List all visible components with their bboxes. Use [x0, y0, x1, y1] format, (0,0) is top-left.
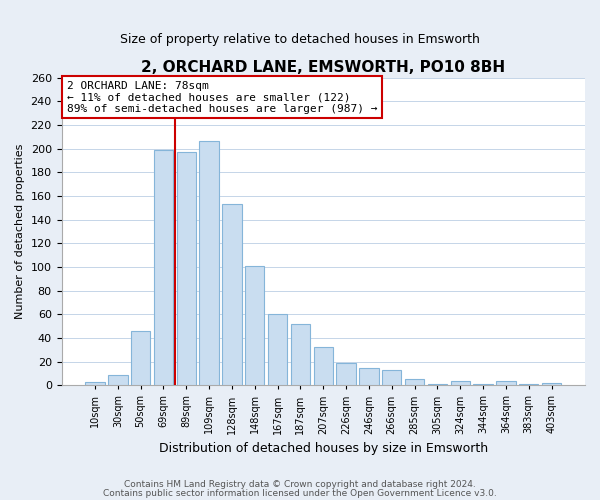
Bar: [268, 314, 287, 386]
Bar: [337, 363, 356, 386]
Bar: [428, 384, 447, 386]
Bar: [108, 374, 128, 386]
Bar: [359, 368, 379, 386]
Bar: [291, 324, 310, 386]
X-axis label: Distribution of detached houses by size in Emsworth: Distribution of detached houses by size …: [159, 442, 488, 455]
Bar: [199, 142, 219, 386]
Bar: [451, 380, 470, 386]
Bar: [496, 380, 515, 386]
Bar: [176, 152, 196, 386]
Bar: [405, 380, 424, 386]
Bar: [382, 370, 401, 386]
Bar: [154, 150, 173, 386]
Bar: [314, 348, 333, 386]
Bar: [131, 331, 151, 386]
Bar: [245, 266, 265, 386]
Bar: [542, 383, 561, 386]
Bar: [222, 204, 242, 386]
Bar: [85, 382, 105, 386]
Text: Contains public sector information licensed under the Open Government Licence v3: Contains public sector information licen…: [103, 488, 497, 498]
Y-axis label: Number of detached properties: Number of detached properties: [15, 144, 25, 319]
Text: Contains HM Land Registry data © Crown copyright and database right 2024.: Contains HM Land Registry data © Crown c…: [124, 480, 476, 489]
Text: Size of property relative to detached houses in Emsworth: Size of property relative to detached ho…: [120, 32, 480, 46]
Bar: [473, 384, 493, 386]
Title: 2, ORCHARD LANE, EMSWORTH, PO10 8BH: 2, ORCHARD LANE, EMSWORTH, PO10 8BH: [141, 60, 505, 75]
Bar: [519, 384, 538, 386]
Text: 2 ORCHARD LANE: 78sqm
← 11% of detached houses are smaller (122)
89% of semi-det: 2 ORCHARD LANE: 78sqm ← 11% of detached …: [67, 80, 377, 114]
